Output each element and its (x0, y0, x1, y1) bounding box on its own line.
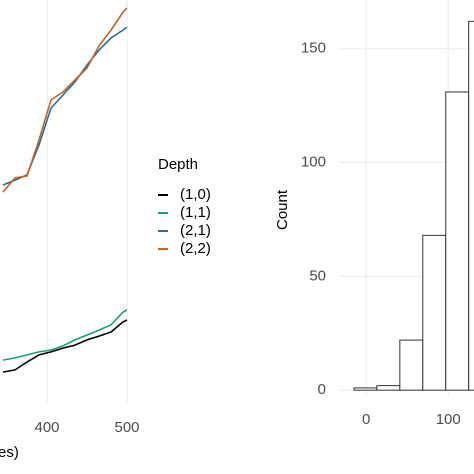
legend-label: (2,2) (180, 240, 211, 257)
histogram-bar (353, 387, 378, 391)
histogram-bar (376, 385, 401, 391)
histogram-bar (399, 339, 424, 391)
series-line (2, 7, 128, 193)
y-tick-label: 0 (318, 381, 326, 398)
series-line (2, 309, 128, 361)
legend-label: (2,1) (180, 222, 211, 239)
y-tick-label: 100 (301, 153, 326, 170)
legend-label: (1,0) (180, 186, 211, 203)
histogram-bar (468, 20, 474, 391)
x-tick-label: 0 (362, 411, 370, 428)
x-tick-label: 500 (114, 419, 139, 436)
x-tick-label: 100 (436, 411, 461, 428)
y-axis-label: Count (274, 189, 291, 230)
series-line (2, 319, 128, 373)
x-tick-label: 400 (34, 419, 59, 436)
legend-label: (1,1) (180, 204, 211, 221)
series-line (2, 26, 128, 186)
histogram-bar (422, 234, 447, 391)
x-axis-label: es) (0, 444, 19, 461)
y-tick-label: 50 (309, 267, 326, 284)
histogram-bar (445, 91, 470, 391)
legend-title: Depth (158, 156, 198, 173)
y-tick-label: 150 (301, 40, 326, 57)
